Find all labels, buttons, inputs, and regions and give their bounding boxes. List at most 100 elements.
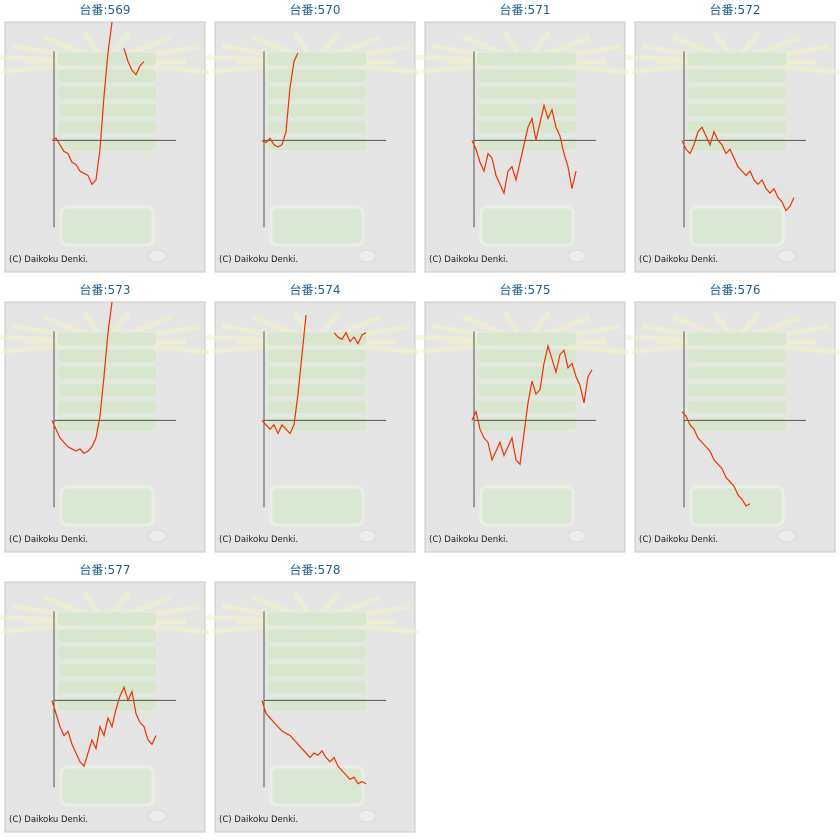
panel-title: 台番:577 [80,562,131,577]
graph-panel: 台番:577 (C) Daikoku Denki. [0,562,210,833]
panel-title: 台番:576 [710,282,761,297]
tray [686,365,788,381]
tray [56,348,158,364]
background-art [416,31,630,263]
tray [686,399,788,415]
tray [266,68,368,84]
coin [147,529,167,543]
tray [476,85,578,101]
tray [686,51,788,67]
graph-panel: 台番:578 (C) Daikoku Denki. [206,562,420,833]
tray [266,119,368,135]
tray [56,662,158,678]
tray [266,679,368,695]
tray [269,765,365,807]
tray [266,365,368,381]
background-art [0,311,210,543]
data-line [51,22,145,186]
tray [476,51,578,67]
data-line [261,700,367,785]
data-line [51,685,157,768]
panel-title: 台番:572 [710,2,761,17]
data-line [681,411,751,507]
tray [476,416,578,432]
tray [476,348,578,364]
tray [266,382,368,398]
tray [269,205,365,247]
data-line [51,302,113,455]
data-line [681,126,795,212]
tray [266,628,368,644]
data-line [471,343,593,466]
copyright: (C) Daikoku Denki. [219,815,298,825]
panel-title: 台番:574 [290,282,341,297]
tray [266,696,368,712]
tray [476,331,578,347]
coin [147,809,167,823]
tray [56,382,158,398]
tray [56,119,158,135]
tray [686,136,788,152]
tray [56,136,158,152]
tray [686,85,788,101]
tray [59,765,155,807]
tray [56,645,158,661]
data-line [261,52,299,148]
tray [479,205,575,247]
tray [56,679,158,695]
copyright: (C) Daikoku Denki. [9,255,88,265]
graph-panel: 台番:575 (C) Daikoku Denki. [416,282,630,553]
graph-panel: 台番:576 (C) Daikoku Denki. [626,282,840,553]
coin [777,249,797,263]
panel-title: 台番:578 [290,562,341,577]
coin [567,249,587,263]
copyright: (C) Daikoku Denki. [9,815,88,825]
coin [357,529,377,543]
tray [476,68,578,84]
tray [266,645,368,661]
graph-panel: 台番:571 (C) Daikoku Denki. [416,2,630,273]
coin [147,249,167,263]
tray [56,68,158,84]
tray [479,485,575,527]
tray [56,399,158,415]
coin [567,529,587,543]
tray [686,119,788,135]
tray [266,662,368,678]
tray [59,205,155,247]
tray [56,696,158,712]
copyright: (C) Daikoku Denki. [219,255,298,265]
tray [686,68,788,84]
tray [689,205,785,247]
tray [266,399,368,415]
tray [689,485,785,527]
background-art [626,311,840,543]
data-line [261,315,367,436]
tray [686,382,788,398]
tray [266,85,368,101]
panel-title: 台番:569 [80,2,131,17]
tray [59,485,155,527]
copyright: (C) Daikoku Denki. [219,535,298,545]
panel-title: 台番:570 [290,2,341,17]
tray [56,628,158,644]
tray [56,365,158,381]
tray [476,102,578,118]
data-line [471,102,577,196]
background-art [206,311,420,543]
tray [686,348,788,364]
copyright: (C) Daikoku Denki. [9,535,88,545]
copyright: (C) Daikoku Denki. [639,255,718,265]
graph-panel: 台番:573 (C) Daikoku Denki. [0,282,210,553]
tray [56,85,158,101]
copyright: (C) Daikoku Denki. [639,535,718,545]
tray [266,102,368,118]
tray [56,611,158,627]
graph-panel: 台番:572 (C) Daikoku Denki. [626,2,840,273]
copyright: (C) Daikoku Denki. [429,255,508,265]
tray [266,331,368,347]
coin [777,529,797,543]
panel-title: 台番:573 [80,282,131,297]
tray [266,51,368,67]
